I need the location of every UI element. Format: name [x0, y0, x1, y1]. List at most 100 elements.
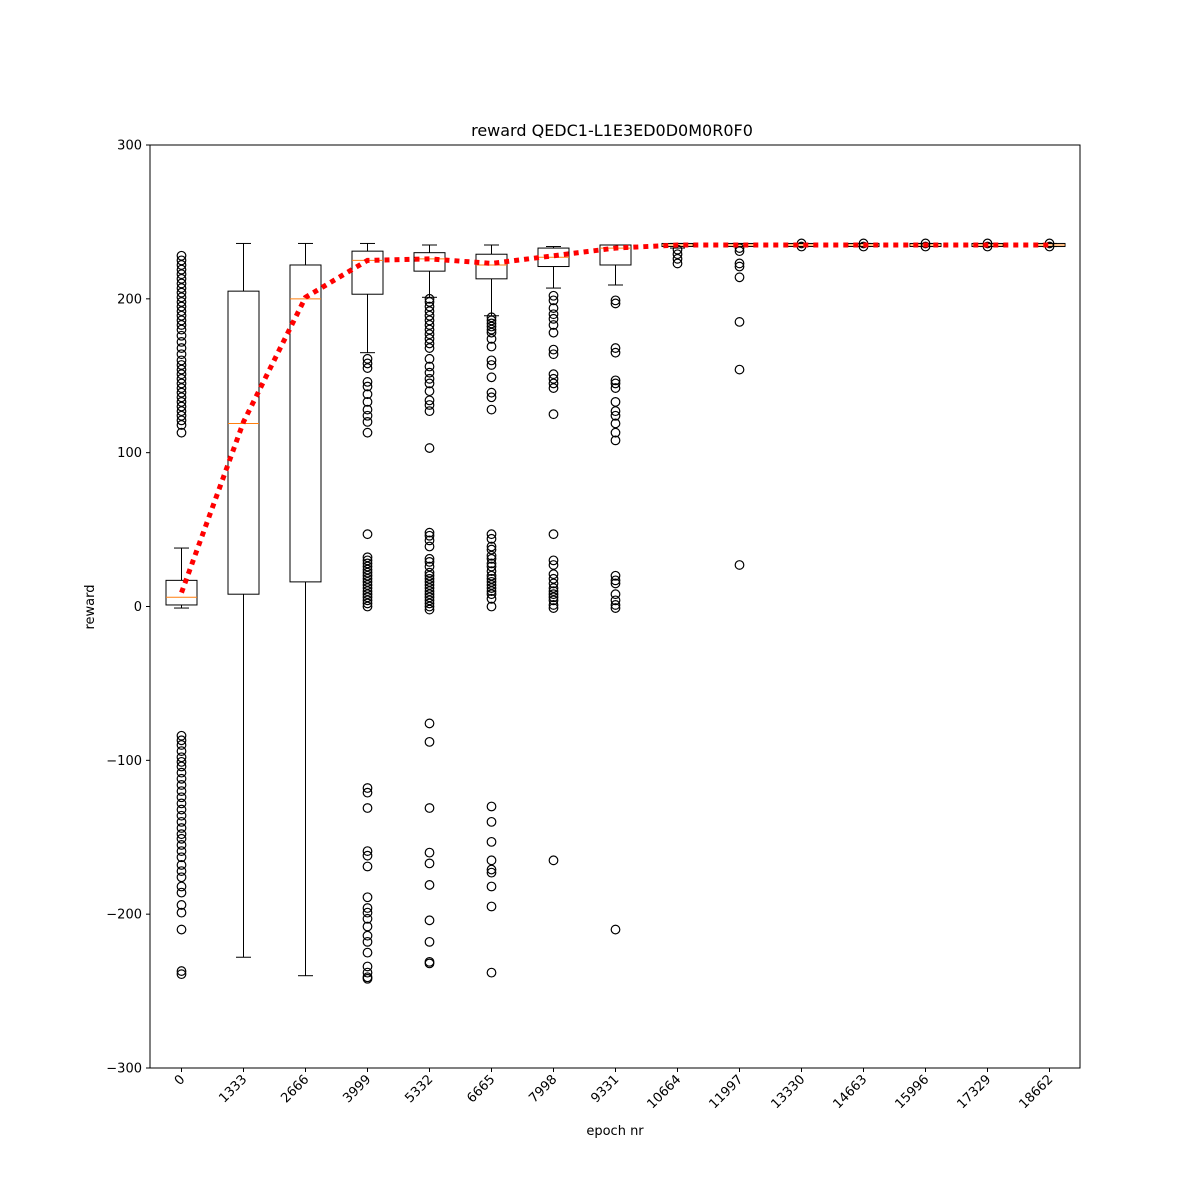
outlier-point [486, 372, 497, 383]
outlier-point [486, 387, 497, 398]
outlier-point [982, 238, 993, 249]
outlier-point [610, 375, 621, 386]
outlier-point [176, 269, 187, 280]
outlier-point [424, 324, 435, 335]
outlier-point [362, 913, 373, 924]
outlier-point [176, 735, 187, 746]
outlier-point [548, 600, 559, 610]
outlier-point [486, 315, 497, 326]
outlier-point [486, 541, 497, 552]
outlier-point [176, 297, 187, 307]
outlier-point [362, 850, 373, 861]
iqr-box [599, 244, 632, 266]
outlier-point [548, 409, 559, 420]
outlier-point [362, 358, 373, 369]
outlier-point [424, 880, 435, 890]
outlier-point [176, 401, 187, 412]
outlier-point [486, 901, 497, 912]
outlier-point [548, 595, 559, 606]
outlier-point [424, 361, 435, 372]
outlier-point [362, 967, 373, 978]
outlier-point [176, 315, 187, 326]
outlier-point [610, 343, 621, 353]
mean-line [179, 242, 1050, 594]
outlier-point [362, 783, 373, 793]
outlier-point [176, 846, 187, 856]
outlier-point [424, 858, 435, 869]
y-tick-label: −200 [106, 908, 142, 923]
outlier-point [362, 601, 373, 612]
iqr-box [165, 579, 198, 606]
outlier-point [176, 740, 187, 750]
outlier-point [362, 570, 373, 581]
outlier-point [176, 355, 187, 366]
outlier-point [176, 287, 187, 298]
outlier-point [176, 866, 187, 876]
box-plot-1333 [227, 242, 260, 958]
outlier-point [486, 550, 497, 561]
outlier-point [176, 301, 187, 312]
outlier-point [424, 736, 435, 747]
outlier-point [362, 552, 373, 563]
outlier-point [176, 324, 187, 335]
outlier-point [176, 406, 187, 417]
outlier-point [362, 580, 373, 590]
outlier-point [486, 580, 497, 590]
outlier-point [486, 533, 497, 544]
outlier-point [176, 823, 187, 833]
outlier-point [486, 404, 497, 415]
outlier-point [548, 290, 559, 301]
outlier-point [362, 576, 373, 587]
outlier-point [176, 780, 187, 790]
box-plot-0 [165, 250, 198, 980]
outlier-point [424, 595, 435, 606]
outlier-point [734, 560, 745, 570]
outlier-point [486, 816, 497, 827]
outlier-point [734, 364, 745, 375]
outlier-point [362, 947, 373, 958]
outlier-point [362, 389, 373, 400]
outlier-point [920, 238, 931, 249]
outlier-point [176, 969, 187, 980]
outlier-point [486, 573, 497, 584]
outlier-point [362, 592, 373, 603]
outlier-point [176, 337, 187, 347]
outlier-point [176, 320, 187, 330]
outlier-point [610, 347, 621, 358]
outlier-point [176, 373, 187, 384]
outlier-point [176, 761, 187, 772]
outlier-point [176, 907, 187, 918]
outlier-point [362, 363, 373, 373]
chart-title: reward QEDC1-L1E3ED0D0M0R0F0 [471, 121, 753, 140]
outlier-point [424, 583, 435, 593]
outlier-point [424, 306, 435, 317]
outlier-point [610, 924, 621, 935]
outlier-point [672, 258, 683, 269]
outlier-point [362, 586, 373, 597]
outlier-point [486, 570, 497, 581]
outlier-point [610, 418, 621, 429]
outlier-point [486, 589, 497, 600]
outlier-point [424, 601, 435, 612]
y-tick-label: 0 [134, 600, 142, 615]
outlier-point [424, 297, 435, 307]
outlier-point [362, 589, 373, 600]
outlier-point [486, 312, 497, 323]
outlier-point [982, 241, 993, 252]
outlier-point [362, 427, 373, 438]
y-axis: −300 −200 −100 0 100 200 300 [106, 139, 150, 1077]
outlier-point [176, 392, 187, 403]
y-tick-label: −300 [106, 1062, 142, 1077]
outlier-point [424, 293, 435, 304]
outlier-point [176, 415, 187, 426]
outlier-point [548, 529, 559, 540]
outlier-point [362, 936, 373, 947]
outlier-point [610, 397, 621, 407]
outlier-point [610, 298, 621, 309]
outlier-point [610, 295, 621, 306]
outlier-point [176, 264, 187, 275]
outlier-point [486, 855, 497, 866]
outlier-point [176, 773, 187, 784]
outlier-point [176, 397, 187, 407]
outlier-point [424, 406, 435, 417]
